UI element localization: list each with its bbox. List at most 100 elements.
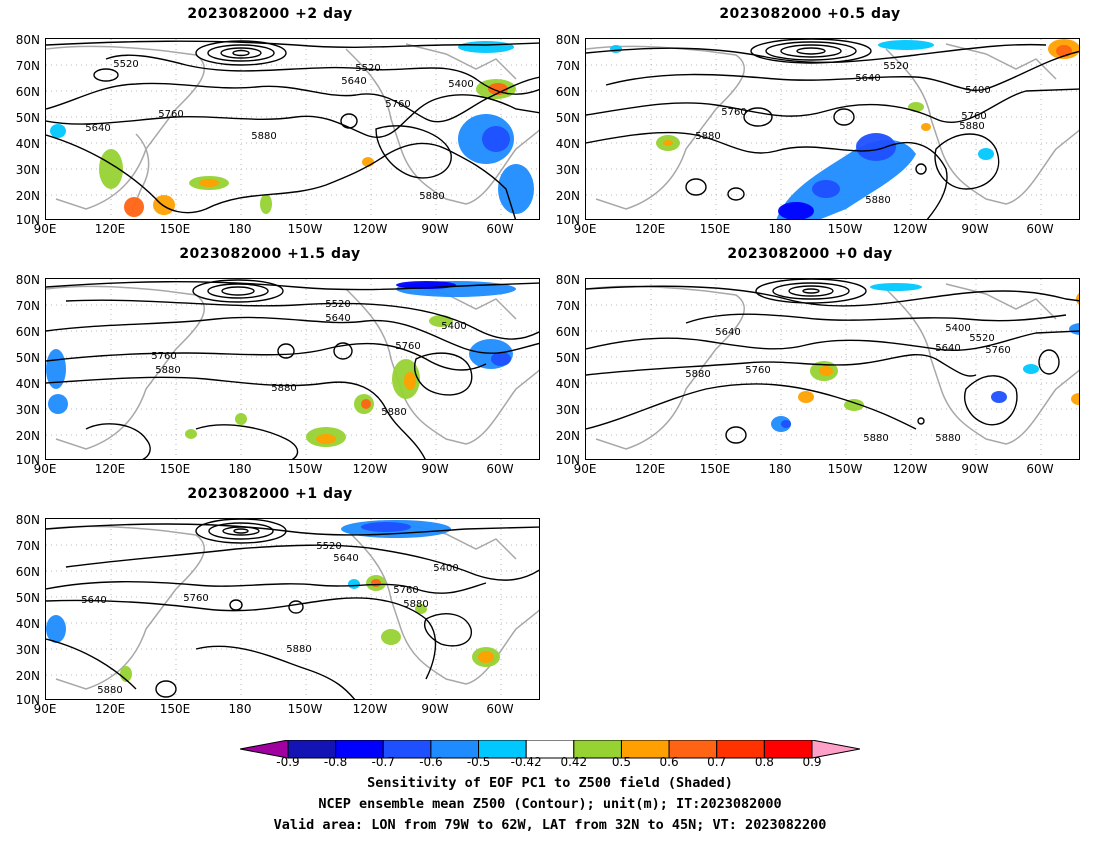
lon-label: 150E: [159, 462, 191, 476]
lat-label: 10N: [15, 213, 40, 227]
map-panel-plus1day: 2023082000 +1 day 80N 70N 60N 50N 40N 30…: [0, 486, 540, 716]
coastline: [885, 48, 1079, 205]
lat-label: 40N: [555, 377, 580, 391]
contour-label: 5640: [325, 313, 350, 324]
map-area: 5640 5400 5520 5640 5760 5760 5880 5880 …: [585, 278, 1080, 460]
lon-label: 90E: [33, 222, 57, 236]
contour-label: 5880: [685, 369, 710, 380]
lat-label: 60N: [15, 85, 40, 99]
contour-label: 5760: [385, 99, 410, 110]
contour-label: 5520: [113, 59, 138, 70]
contour-label: 5760: [395, 341, 420, 352]
lat-label: 50N: [555, 351, 580, 365]
contour-label: 5400: [965, 85, 990, 96]
panel-title: 2023082000 +1 day: [187, 486, 353, 502]
lon-label: 150W: [827, 222, 863, 236]
contour-label: 5880: [863, 433, 888, 444]
lon-label: 150E: [699, 222, 731, 236]
lat-label: 30N: [555, 403, 580, 417]
map-area: 5520 5640 5400 5760 5760 5880 5880 5880: [585, 38, 1080, 220]
colorbar-tick-label: 0.5: [611, 755, 631, 769]
lon-label: 150W: [287, 462, 323, 476]
contour-label: 5760: [985, 345, 1010, 356]
colorbar-tick-label: 0.6: [659, 755, 679, 769]
panel-title: 2023082000 +0 day: [727, 246, 893, 262]
lat-label: 50N: [555, 111, 580, 125]
colorbar-tick-label: 0.9: [802, 755, 822, 769]
coastline: [345, 48, 539, 205]
contour-label: 5880: [695, 131, 720, 142]
lat-label: 70N: [555, 299, 580, 313]
lat-label: 50N: [15, 591, 40, 605]
lon-label: 120E: [94, 222, 126, 236]
coastline: [586, 45, 745, 210]
lon-label: 120W: [352, 462, 388, 476]
lat-label: 10N: [555, 453, 580, 467]
panel-title: 2023082000 +1.5 day: [179, 246, 361, 262]
contour-label: 5400: [945, 323, 970, 334]
lon-label: 180: [228, 462, 252, 476]
contour-label: 5640: [81, 595, 106, 606]
lon-label: 90W: [421, 702, 449, 716]
lat-label: 70N: [15, 539, 40, 553]
caption-line3: Valid area: LON from 79W to 62W, LAT fro…: [273, 817, 827, 833]
lat-label: 60N: [15, 325, 40, 339]
contour-label: 5880: [935, 433, 960, 444]
panel-title: 2023082000 +2 day: [187, 6, 353, 22]
lon-label: 90W: [421, 222, 449, 236]
lon-label: 180: [768, 462, 792, 476]
contour-label: 5880: [403, 599, 428, 610]
contour-label: 5880: [286, 644, 311, 655]
coastline: [46, 285, 205, 450]
lat-label: 80N: [15, 273, 40, 287]
lat-label: 20N: [15, 429, 40, 443]
lat-label: 20N: [15, 669, 40, 683]
caption-line2: NCEP ensemble mean Z500 (Contour); unit(…: [318, 796, 782, 812]
lon-label: 120W: [352, 702, 388, 716]
contour-label: 5520: [969, 333, 994, 344]
lat-label: 10N: [15, 693, 40, 707]
lat-label: 80N: [555, 33, 580, 47]
lat-label: 50N: [15, 111, 40, 125]
lon-label: 120E: [94, 702, 126, 716]
lat-label: 80N: [555, 273, 580, 287]
contour-label: 5520: [355, 63, 380, 74]
contour-label: 5640: [85, 123, 110, 134]
contour-label: 5760: [151, 351, 176, 362]
lon-label: 150W: [827, 462, 863, 476]
contour-label: 5880: [155, 365, 180, 376]
coastline: [46, 45, 205, 210]
lon-label: 90W: [421, 462, 449, 476]
colorbar-tick-label: 0.42: [560, 755, 588, 769]
panel-title: 2023082000 +0.5 day: [719, 6, 901, 22]
contour-label: 5760: [961, 111, 986, 122]
colorbar-tick-label: -0.6: [419, 755, 443, 769]
lon-label: 150W: [287, 702, 323, 716]
map-panel-plus0day: 2023082000 +0 day 80N 70N 60N 50N 40N 30…: [540, 246, 1080, 476]
coastline: [345, 288, 539, 445]
contour-label: 5640: [341, 76, 366, 87]
lat-label: 70N: [555, 59, 580, 73]
lon-label: 150E: [159, 222, 191, 236]
lon-label: 60W: [486, 462, 514, 476]
lon-label: 120E: [634, 222, 666, 236]
lat-label: 10N: [15, 453, 40, 467]
coastline: [885, 288, 1079, 445]
lon-label: 180: [228, 702, 252, 716]
lat-label: 60N: [555, 325, 580, 339]
colorbar-tick-label: -0.7: [371, 755, 395, 769]
lon-label: 60W: [486, 222, 514, 236]
lon-label: 90W: [961, 222, 989, 236]
colorbar-tick-label: -0.42: [510, 755, 542, 769]
lon-label: 90E: [573, 222, 597, 236]
contour-label: 5640: [715, 327, 740, 338]
coastline: [945, 43, 1057, 80]
contour-label: 5880: [419, 191, 444, 202]
contour-label: 5760: [183, 593, 208, 604]
lat-label: 40N: [555, 137, 580, 151]
contour-label: 5880: [251, 131, 276, 142]
lon-label: 150W: [287, 222, 323, 236]
lon-label: 120E: [634, 462, 666, 476]
map-panel-plus0.5day: 2023082000 +0.5 day 80N 70N 60N 50N 40N …: [540, 6, 1080, 236]
colorbar-tick-label: 0.8: [754, 755, 774, 769]
